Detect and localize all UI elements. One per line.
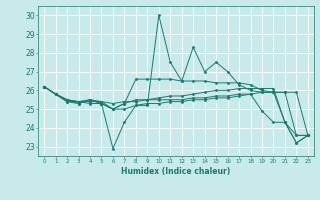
X-axis label: Humidex (Indice chaleur): Humidex (Indice chaleur) (121, 167, 231, 176)
